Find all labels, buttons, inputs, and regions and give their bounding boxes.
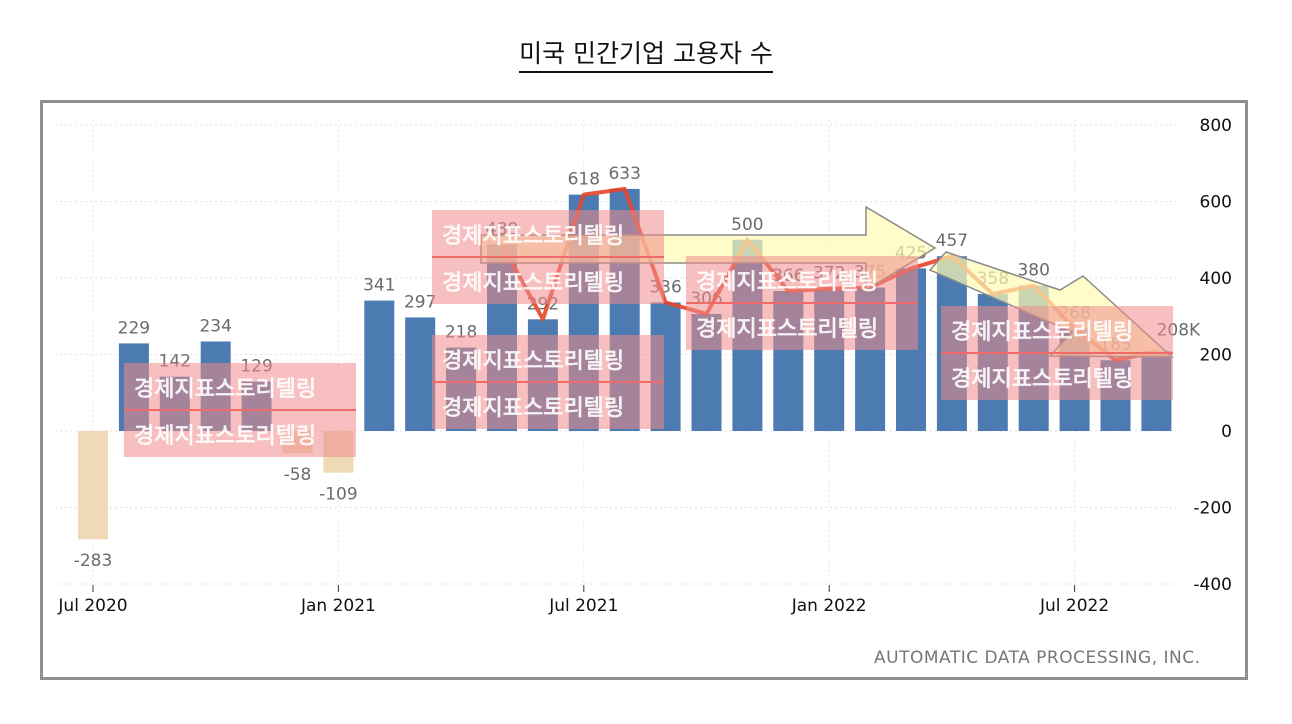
data-label: 234 xyxy=(199,316,231,336)
watermark-text: 경제지표스토리텔링 xyxy=(442,224,624,249)
data-label: -58 xyxy=(284,465,312,485)
watermark-text: 경제지표스토리텔링 xyxy=(134,424,316,449)
y-tick-label: 800 xyxy=(1200,116,1232,136)
y-tick-label: 400 xyxy=(1200,269,1232,289)
watermark-text: 경제지표스토리텔링 xyxy=(951,367,1133,392)
chart-frame xyxy=(40,100,1248,680)
watermark-text: 경제지표스토리텔링 xyxy=(951,320,1133,345)
source-label: AUTOMATIC DATA PROCESSING, INC. xyxy=(874,648,1201,668)
x-tick-label: Jan 2022 xyxy=(791,596,867,616)
watermark-text: 경제지표스토리텔링 xyxy=(696,317,878,342)
data-label: 457 xyxy=(936,231,968,251)
x-tick-label: Jul 2020 xyxy=(57,596,127,616)
bar xyxy=(78,431,108,540)
data-label: 297 xyxy=(404,292,436,312)
y-tick-label: 200 xyxy=(1200,346,1232,366)
data-label: 500 xyxy=(731,215,763,235)
data-label: 380 xyxy=(1017,261,1049,281)
data-label: 618 xyxy=(568,170,600,190)
data-label: 229 xyxy=(118,318,150,338)
watermark-text: 경제지표스토리텔링 xyxy=(134,377,316,402)
watermark-text: 경제지표스토리텔링 xyxy=(696,270,878,295)
watermark-text: 경제지표스토리텔링 xyxy=(442,396,624,421)
bar xyxy=(405,317,436,431)
y-tick-label: -200 xyxy=(1193,499,1232,519)
data-label: 341 xyxy=(363,276,395,296)
bar xyxy=(364,300,395,431)
data-label: -283 xyxy=(74,551,113,571)
data-label: -109 xyxy=(319,485,358,505)
x-axis: Jul 2020 Jan 2021 Jul 2021 Jan 2022 Jul 2022 xyxy=(57,585,1109,616)
x-tick-label: Jan 2021 xyxy=(300,596,376,616)
chart-title: 미국 민간기업 고용자 수 xyxy=(0,34,1292,73)
y-tick-label: -400 xyxy=(1193,575,1232,595)
x-tick-label: Jul 2021 xyxy=(548,596,618,616)
x-tick-label: Jul 2022 xyxy=(1039,596,1109,616)
watermark-text: 경제지표스토리텔링 xyxy=(442,271,624,296)
watermark-text: 경제지표스토리텔링 xyxy=(442,349,624,374)
y-axis: 800 600 400 200 0 -200 -400 xyxy=(1193,116,1232,595)
y-tick-label: 600 xyxy=(1200,193,1232,213)
data-label: 633 xyxy=(608,164,640,184)
watermarks: 경제지표스토리텔링경제지표스토리텔링경제지표스토리텔링경제지표스토리텔링경제지표… xyxy=(124,210,1173,457)
y-tick-label: 0 xyxy=(1221,422,1232,442)
